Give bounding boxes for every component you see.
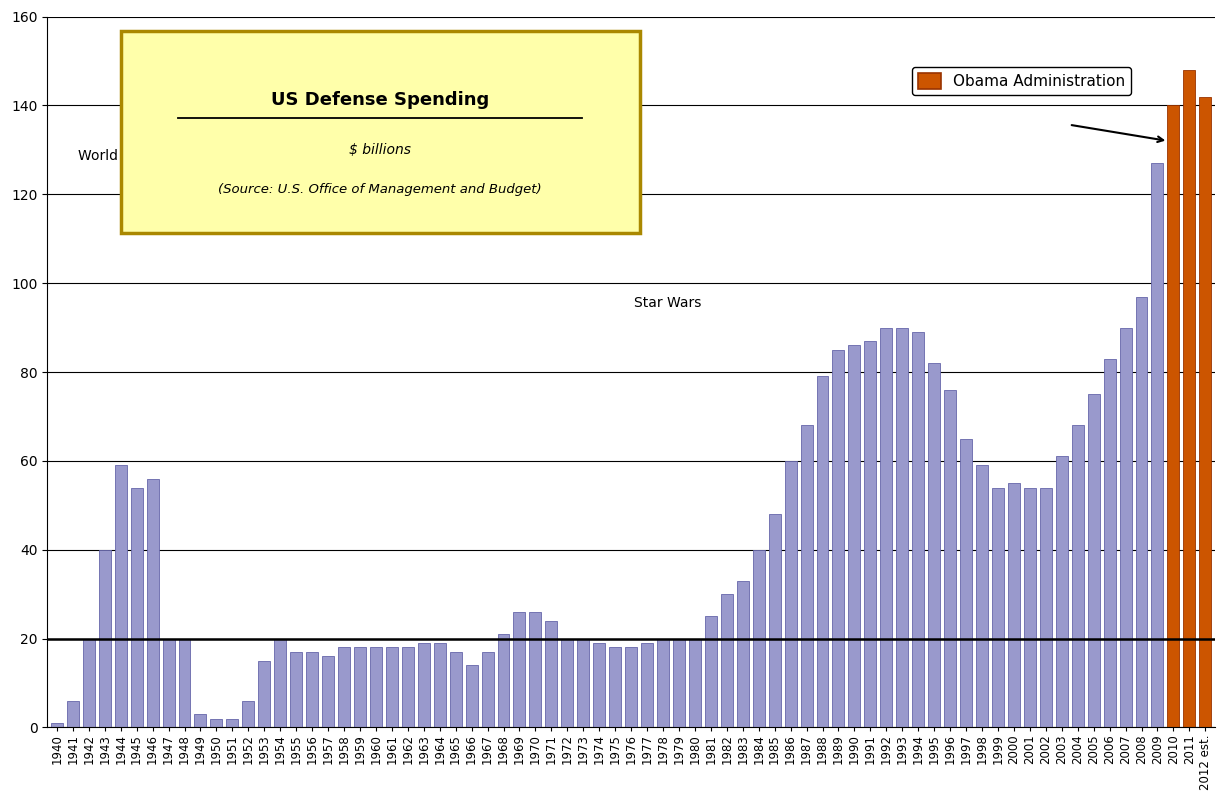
Bar	[609, 647, 622, 727]
Bar	[753, 549, 765, 727]
Bar	[131, 488, 142, 727]
Bar	[848, 345, 861, 727]
Bar	[992, 488, 1004, 727]
Text: (Source: U.S. Office of Management and Budget): (Source: U.S. Office of Management and B…	[218, 183, 542, 195]
Bar	[689, 638, 701, 727]
Bar	[577, 638, 590, 727]
Bar	[769, 514, 781, 727]
Bar	[211, 718, 222, 727]
Bar	[1199, 97, 1211, 727]
Bar	[1087, 394, 1100, 727]
Bar	[306, 652, 318, 727]
Bar	[259, 661, 270, 727]
Bar	[51, 723, 63, 727]
Bar	[275, 638, 286, 727]
Legend: Obama Administration: Obama Administration	[912, 67, 1132, 95]
Bar	[1151, 163, 1163, 727]
Text: US Defense Spending: US Defense Spending	[271, 91, 489, 110]
Bar	[1183, 70, 1195, 727]
Text: World War II: World War II	[77, 149, 162, 163]
Bar	[434, 643, 446, 727]
Text: Star Wars: Star Wars	[634, 296, 701, 310]
Bar	[928, 363, 940, 727]
Bar	[115, 465, 126, 727]
Bar	[817, 376, 829, 727]
Bar	[466, 666, 478, 727]
Bar	[1103, 359, 1116, 727]
Bar	[1008, 483, 1020, 727]
Bar	[896, 328, 908, 727]
Bar	[737, 581, 749, 727]
Bar	[99, 549, 110, 727]
Bar	[227, 718, 238, 727]
Bar	[482, 652, 494, 727]
Bar	[1167, 106, 1179, 727]
Bar	[562, 638, 574, 727]
Bar	[147, 479, 158, 727]
Bar	[976, 465, 988, 727]
Bar	[450, 652, 462, 727]
Bar	[498, 634, 510, 727]
FancyBboxPatch shape	[121, 30, 640, 233]
Bar	[785, 461, 797, 727]
Bar	[1040, 488, 1052, 727]
Bar	[864, 341, 877, 727]
Bar	[546, 621, 558, 727]
Bar	[721, 594, 733, 727]
Bar	[944, 390, 956, 727]
Bar	[1056, 457, 1068, 727]
Bar	[880, 328, 893, 727]
Bar	[354, 647, 365, 727]
Bar	[418, 643, 430, 727]
Bar	[163, 638, 174, 727]
Bar	[912, 332, 924, 727]
Bar	[530, 612, 542, 727]
Bar	[1024, 488, 1036, 727]
Bar	[243, 701, 254, 727]
Bar	[322, 656, 333, 727]
Bar	[83, 638, 94, 727]
Bar	[960, 439, 972, 727]
Bar	[1072, 425, 1084, 727]
Bar	[370, 647, 381, 727]
Bar	[338, 647, 349, 727]
Bar	[195, 714, 206, 727]
Bar	[402, 647, 414, 727]
Bar	[514, 612, 526, 727]
Bar	[291, 652, 302, 727]
Text: $ billions: $ billions	[349, 143, 411, 156]
Bar	[705, 617, 717, 727]
Bar	[657, 638, 669, 727]
Bar	[1119, 328, 1132, 727]
Bar	[641, 643, 653, 727]
Bar	[832, 350, 845, 727]
Bar	[179, 638, 190, 727]
Bar	[67, 701, 78, 727]
Bar	[593, 643, 606, 727]
Bar	[1135, 296, 1148, 727]
Bar	[673, 638, 685, 727]
Bar	[625, 647, 638, 727]
Bar	[386, 647, 398, 727]
Bar	[801, 425, 813, 727]
